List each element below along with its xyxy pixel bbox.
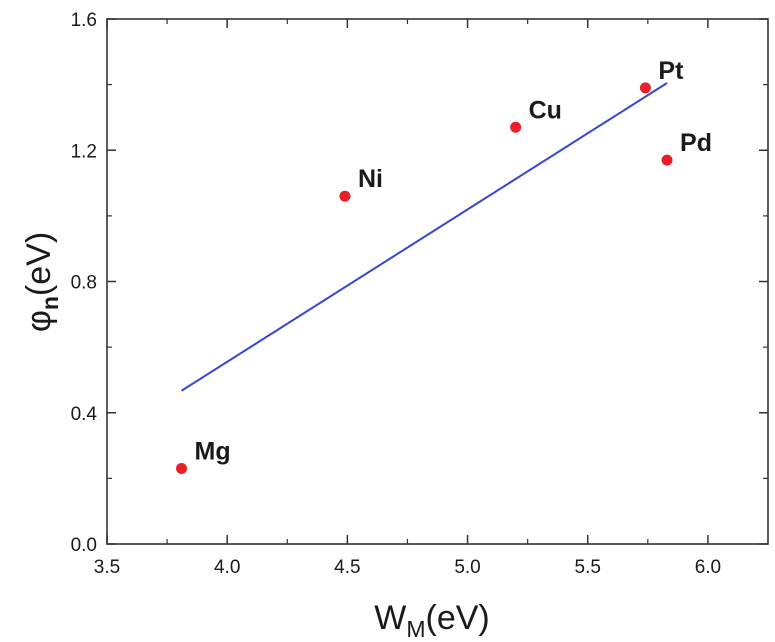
x-axis-title: WM(eV) xyxy=(374,599,490,642)
y-axis-title-main: φ xyxy=(20,310,58,332)
fit-line-layer xyxy=(180,82,668,392)
y-tick-label: 1.6 xyxy=(71,10,97,31)
y-axis-title: φn(eV) xyxy=(20,232,63,332)
x-tick-label: 5.5 xyxy=(575,557,601,578)
x-axis-title-suffix: (eV) xyxy=(426,599,490,637)
data-point-pt xyxy=(639,82,651,94)
data-points: Mg Ni Cu Pt Pd xyxy=(176,57,712,475)
y-axis: 0.0 0.4 0.8 1.2 1.6 xyxy=(71,10,768,556)
x-tick-label: 4.0 xyxy=(214,557,240,578)
y-tick-label: 1.2 xyxy=(71,141,97,162)
x-axis: 3.5 4.0 4.5 5.0 5.5 6.0 xyxy=(94,19,721,578)
data-point-mg xyxy=(176,463,188,475)
point-label-pt: Pt xyxy=(658,57,684,85)
data-point-cu xyxy=(510,121,522,133)
point-label-pd: Pd xyxy=(680,129,712,157)
fit-line xyxy=(180,82,668,392)
x-tick-label: 6.0 xyxy=(695,557,721,578)
y-tick-label: 0.4 xyxy=(71,404,98,425)
x-tick-label: 5.0 xyxy=(454,557,480,578)
y-axis-title-sub: n xyxy=(37,296,63,310)
data-point-pd xyxy=(661,154,673,166)
y-axis-title-suffix: (eV) xyxy=(20,232,58,296)
point-label-cu: Cu xyxy=(529,96,562,124)
data-point-ni xyxy=(339,190,351,202)
x-tick-label: 4.5 xyxy=(334,557,360,578)
y-tick-label: 0.8 xyxy=(71,273,97,294)
x-axis-title-main: W xyxy=(374,599,406,637)
point-label-mg: Mg xyxy=(195,438,231,466)
x-tick-label: 3.5 xyxy=(94,557,120,578)
y-tick-label: 0.0 xyxy=(71,535,97,556)
x-axis-title-sub: M xyxy=(406,616,425,642)
point-label-ni: Ni xyxy=(358,165,383,193)
